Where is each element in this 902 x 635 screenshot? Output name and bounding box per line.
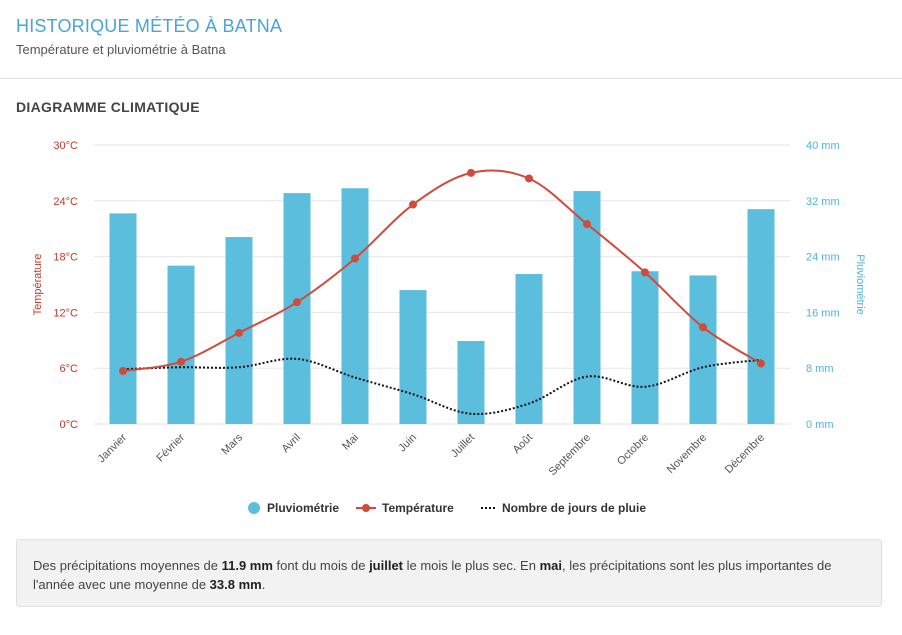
temperature-point	[641, 268, 649, 277]
precipitation-bar	[573, 191, 601, 424]
x-axis-tick-label: Juin	[396, 432, 419, 455]
left-axis-title: Température	[32, 254, 44, 316]
right-axis-tick-label: 16 mm	[806, 307, 840, 319]
rain-days-line	[122, 357, 762, 416]
precipitation-bar	[457, 340, 485, 424]
precipitation-bar	[515, 274, 543, 424]
page-title: HISTORIQUE MÉTÉO À BATNA	[16, 16, 283, 36]
temperature-point	[177, 357, 185, 366]
temperature-point	[351, 254, 359, 263]
left-axis-tick-label: 6°C	[60, 363, 79, 375]
right-axis-tick-label: 40 mm	[806, 140, 840, 152]
summary-text: Des précipitations moyennes de	[33, 558, 222, 573]
temperature-point	[119, 366, 127, 375]
right-axis-tick-label: 8 mm	[806, 363, 834, 375]
x-axis-tick-label: Novembre	[665, 432, 709, 476]
temperature-point	[525, 174, 533, 183]
x-axis-tick-label: Décembre	[723, 432, 767, 476]
left-axis-tick-label: 0°C	[60, 419, 79, 431]
summary-wettest-value: 33.8 mm	[209, 577, 262, 592]
x-axis-tick-label: Avril	[280, 432, 303, 455]
temperature-point	[757, 359, 765, 368]
precipitation-bar	[399, 290, 427, 424]
legend-precipitation-marker	[248, 502, 260, 514]
x-axis-tick-label: Janvier	[96, 431, 130, 465]
legend-temperature-marker	[362, 504, 370, 512]
temperature-point	[467, 168, 475, 177]
right-axis-title: Pluviométrie	[854, 254, 866, 315]
right-axis-tick-label: 24 mm	[806, 252, 840, 264]
legend-precipitation-label: Pluviométrie	[267, 501, 339, 515]
precipitation-bar	[747, 209, 775, 424]
page-subtitle: Température et pluviométrie à Batna	[16, 42, 226, 57]
x-axis-tick-label: Mai	[340, 432, 361, 453]
legend-temperature-label: Température	[382, 501, 454, 515]
left-axis-tick-label: 18°C	[53, 252, 78, 264]
precipitation-bar	[689, 275, 717, 424]
summary-wettest-month: mai	[539, 558, 562, 573]
section-title: DIAGRAMME CLIMATIQUE	[16, 99, 200, 115]
x-axis-tick-label: Février	[154, 431, 187, 464]
summary-driest-value: 11.9 mm	[221, 558, 273, 573]
summary-text: le mois le plus sec. En	[403, 558, 540, 573]
left-axis-tick-label: 30°C	[53, 140, 78, 152]
legend-rain-days-label: Nombre de jours de pluie	[502, 501, 646, 515]
left-axis-tick-label: 24°C	[53, 196, 78, 208]
precipitation-bar	[341, 188, 369, 424]
summary-text: font du mois de	[272, 558, 370, 573]
precipitation-bar	[109, 213, 137, 424]
summary-box: Des précipitations moyennes de 11.9 mm f…	[16, 539, 882, 607]
temperature-point	[235, 328, 243, 337]
x-axis-tick-label: Mars	[219, 431, 245, 457]
precipitation-bar	[167, 265, 195, 424]
summary-text: .	[261, 577, 266, 592]
precipitation-bar	[631, 271, 659, 424]
right-axis-tick-label: 0 mm	[806, 419, 834, 431]
x-axis-tick-label: Septembre	[547, 432, 594, 479]
page-header: HISTORIQUE MÉTÉO À BATNA Température et …	[0, 0, 902, 79]
climate-chart: 0°C 6°C 12°C 18°C 24°C 30°C 0 mm 8 mm 16 mm 24 mm…	[32, 140, 866, 515]
temperature-point	[699, 323, 707, 332]
summary-driest-month: juillet	[369, 558, 404, 573]
right-axis-tick-label: 32 mm	[806, 196, 840, 208]
x-axis-tick-label: Juillet	[449, 432, 477, 460]
summary-text: , les précipitations sont les plus impor…	[33, 558, 832, 592]
x-axis-tick-label: Octobre	[615, 432, 651, 468]
temperature-point	[293, 298, 301, 307]
temperature-point	[409, 200, 417, 209]
x-axis-tick-label: Août	[511, 432, 535, 456]
temperature-point	[583, 220, 591, 229]
left-axis-tick-label: 12°C	[53, 307, 78, 319]
